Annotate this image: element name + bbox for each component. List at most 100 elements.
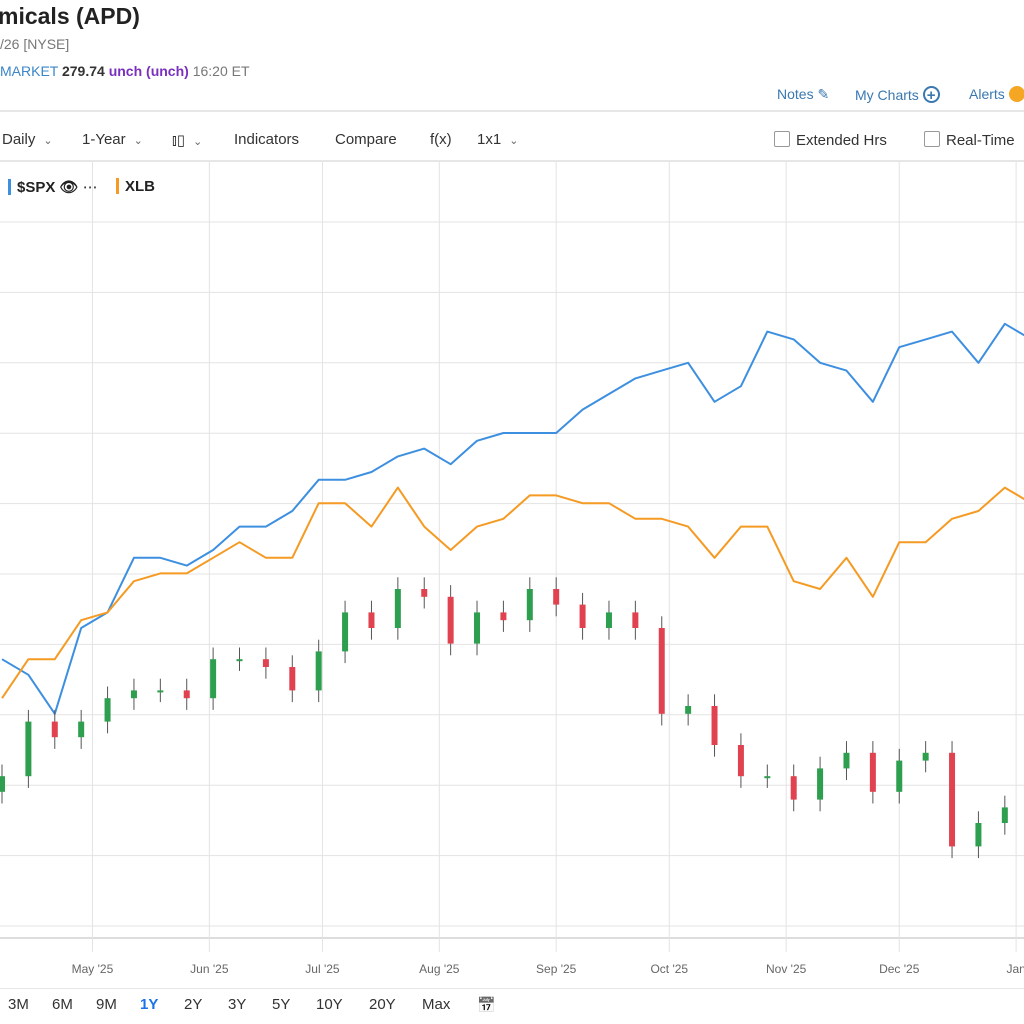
range-button-max[interactable]: Max — [422, 996, 451, 1013]
exchange-line: /26 [NYSE] — [0, 36, 70, 52]
range-button-3m[interactable]: 3M — [8, 996, 29, 1013]
candle-body — [975, 823, 982, 847]
candle-body — [51, 721, 58, 738]
alerts-badge-icon — [1008, 86, 1024, 102]
candle-body — [315, 651, 322, 691]
xlb-label: XLB — [125, 178, 155, 195]
candle-body — [526, 589, 533, 621]
series-line-xlb — [1, 486, 1024, 699]
checkbox-icon — [924, 131, 940, 147]
chevron-down-icon: ⌄ — [43, 135, 53, 147]
my-charts-link[interactable]: My Charts + — [855, 86, 940, 104]
range-button-6m[interactable]: 6M — [52, 996, 73, 1013]
series-line-spx — [1, 322, 1024, 715]
range-button-2y[interactable]: 2Y — [184, 996, 203, 1013]
xlb-color-swatch — [116, 178, 119, 194]
divider — [0, 988, 1024, 989]
more-icon[interactable]: ⋯ — [82, 179, 98, 196]
chart-type-dropdown[interactable]: ⫾▯ ⌄ — [172, 131, 202, 149]
candle-body — [183, 690, 190, 699]
fx-button[interactable]: f(x) — [430, 131, 452, 148]
range-button-3y[interactable]: 3Y — [228, 996, 247, 1013]
period-label: 1-Year — [82, 131, 126, 148]
layout-label: 1x1 — [477, 131, 502, 148]
real-time-checkbox[interactable]: Real-Time — [924, 131, 1015, 149]
candle-body — [658, 628, 665, 714]
x-tick-label: Jan — [1006, 962, 1024, 976]
notes-link[interactable]: Notes ✎ — [777, 86, 829, 103]
x-tick-label: Oct '25 — [650, 962, 689, 976]
candle-body — [342, 612, 349, 652]
checkbox-icon — [774, 131, 790, 147]
candle-body — [737, 745, 744, 777]
candle-body — [711, 706, 718, 745]
legend-spx[interactable]: $SPX 👁 ⋯ — [8, 178, 98, 196]
page-title: micals (APD) — [0, 3, 140, 29]
real-time-label: Real-Time — [946, 132, 1015, 149]
candle-body — [104, 698, 111, 722]
interval-dropdown[interactable]: Daily ⌄ — [2, 131, 53, 148]
chevron-down-icon: ⌄ — [193, 136, 203, 148]
candle-body — [130, 690, 137, 699]
candle-body — [896, 760, 903, 792]
candle-body — [262, 659, 269, 667]
range-button-5y[interactable]: 5Y — [272, 996, 291, 1013]
candle-body — [843, 752, 850, 769]
candle-body — [817, 768, 824, 800]
range-button-20y[interactable]: 20Y — [369, 996, 396, 1013]
candle-body — [1001, 807, 1008, 823]
last-price: 279.74 — [61, 63, 105, 79]
range-button-1y[interactable]: 1Y — [140, 996, 159, 1013]
my-charts-label: My Charts — [855, 87, 919, 103]
alerts-label: Alerts — [969, 86, 1005, 102]
candle-body — [579, 604, 586, 628]
extended-hrs-label: Extended Hrs — [796, 132, 887, 149]
price-chart[interactable] — [0, 162, 1024, 952]
candle-body — [236, 659, 243, 662]
eye-icon[interactable]: 👁 — [59, 179, 79, 196]
candle-body — [289, 667, 296, 691]
quote-line: MARKET 279.74 unch (unch) 16:20 ET — [0, 63, 250, 79]
range-button-9m[interactable]: 9M — [96, 996, 117, 1013]
candle-body — [500, 612, 507, 621]
candle-body — [632, 612, 639, 628]
x-tick-label: Jul '25 — [305, 962, 340, 976]
chevron-down-icon: ⌄ — [133, 135, 143, 147]
divider — [0, 110, 1024, 112]
layout-dropdown[interactable]: 1x1 ⌄ — [477, 131, 518, 148]
quote-time: 16:20 ET — [192, 63, 250, 79]
x-tick-label: May '25 — [71, 962, 114, 976]
period-dropdown[interactable]: 1-Year ⌄ — [82, 131, 143, 148]
candlestick-icon: ⫾▯ — [172, 132, 186, 149]
x-tick-label: Aug '25 — [419, 962, 460, 976]
calendar-icon[interactable]: 📅 — [477, 997, 496, 1014]
candle-body — [25, 721, 32, 777]
price-change: unch (unch) — [108, 63, 189, 79]
spx-color-swatch — [8, 179, 11, 195]
candle-body — [421, 589, 428, 597]
compare-button[interactable]: Compare — [335, 131, 397, 148]
candle-body — [210, 659, 217, 699]
legend-xlb[interactable]: XLB — [116, 178, 155, 195]
candle-body — [0, 776, 5, 792]
candle-body — [157, 690, 164, 693]
candle-body — [869, 752, 876, 792]
x-tick-label: Dec '25 — [879, 962, 920, 976]
candle-body — [949, 752, 956, 847]
spx-label: $SPX — [17, 179, 56, 196]
candle-body — [685, 706, 692, 714]
candle-body — [368, 612, 375, 628]
alerts-link[interactable]: Alerts — [969, 86, 1024, 102]
x-tick-label: Nov '25 — [766, 962, 807, 976]
chevron-down-icon: ⌄ — [509, 135, 519, 147]
candle-body — [394, 589, 401, 628]
indicators-button[interactable]: Indicators — [234, 131, 300, 148]
extended-hrs-checkbox[interactable]: Extended Hrs — [774, 131, 887, 149]
edit-icon: ✎ — [817, 86, 830, 102]
interval-label: Daily — [2, 131, 36, 148]
range-button-10y[interactable]: 10Y — [316, 996, 343, 1013]
notes-label: Notes — [777, 86, 814, 102]
x-tick-label: Sep '25 — [536, 962, 577, 976]
candle-body — [474, 612, 481, 644]
candle-body — [764, 776, 771, 779]
